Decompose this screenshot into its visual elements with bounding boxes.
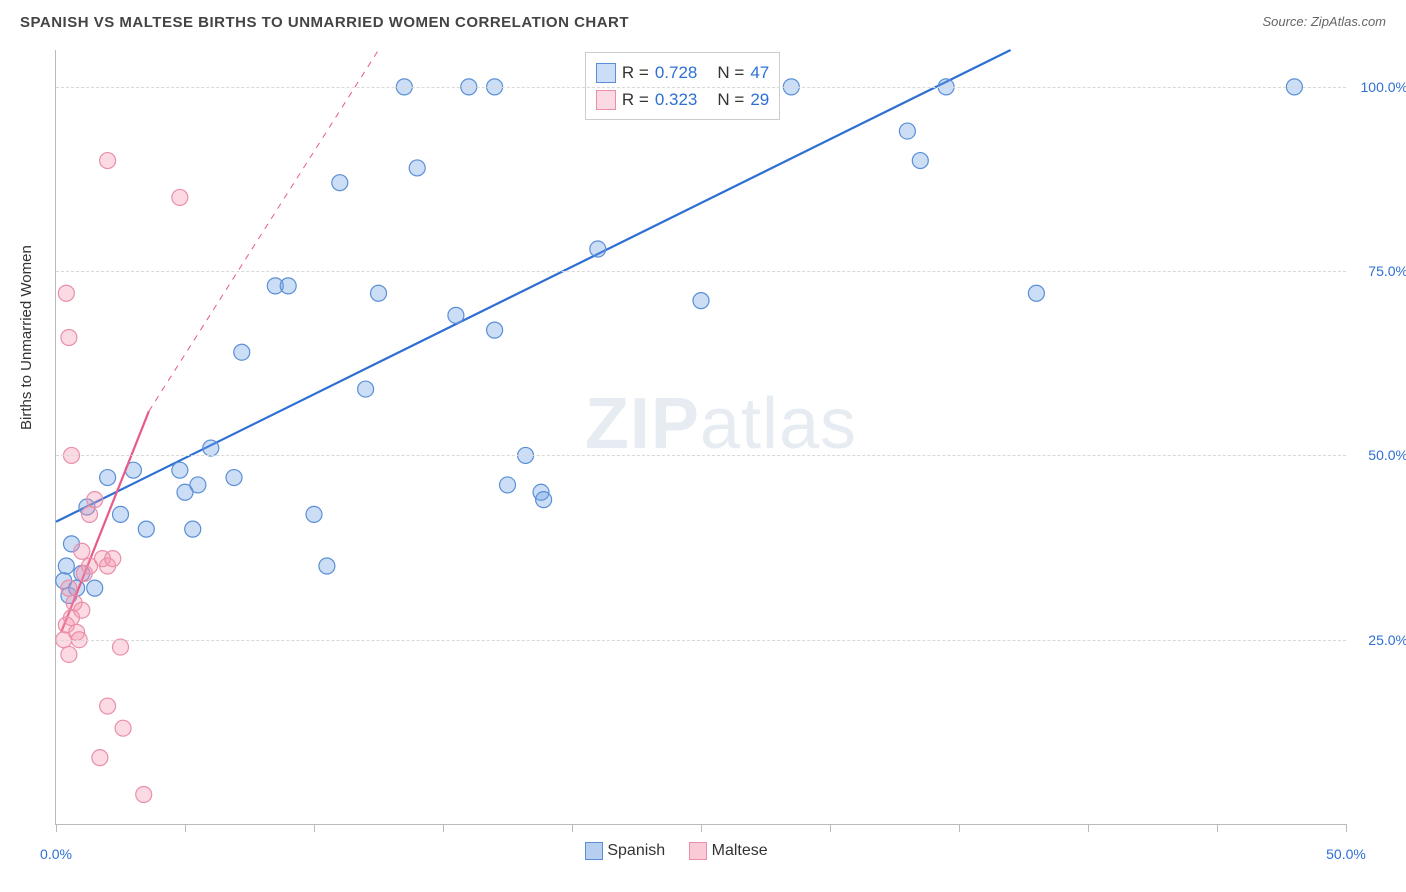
data-point xyxy=(61,329,77,345)
data-point xyxy=(100,698,116,714)
chart-svg xyxy=(56,50,1346,824)
data-point xyxy=(92,750,108,766)
stat-r-value: 0.323 xyxy=(655,86,698,113)
data-point xyxy=(1028,285,1044,301)
legend-label: Spanish xyxy=(607,842,665,859)
data-point xyxy=(358,381,374,397)
stat-n-label: N = xyxy=(717,86,744,113)
stat-r-label: R = xyxy=(622,59,649,86)
data-point xyxy=(82,506,98,522)
data-point xyxy=(190,477,206,493)
data-point xyxy=(100,153,116,169)
stat-r-value: 0.728 xyxy=(655,59,698,86)
data-point xyxy=(203,440,219,456)
data-point xyxy=(234,344,250,360)
data-point xyxy=(61,646,77,662)
data-point xyxy=(319,558,335,574)
data-point xyxy=(74,602,90,618)
chart-title: SPANISH VS MALTESE BIRTHS TO UNMARRIED W… xyxy=(20,14,629,31)
legend-swatch xyxy=(596,90,616,110)
y-tick-label: 50.0% xyxy=(1353,447,1406,463)
x-tick xyxy=(1346,824,1347,832)
data-point xyxy=(136,787,152,803)
data-point xyxy=(87,492,103,508)
data-point xyxy=(87,580,103,596)
x-tick xyxy=(572,824,573,832)
legend-item: Maltese xyxy=(689,842,767,860)
data-point xyxy=(500,477,516,493)
data-point xyxy=(115,720,131,736)
data-point xyxy=(226,470,242,486)
x-tick xyxy=(701,824,702,832)
x-tick-label: 0.0% xyxy=(40,846,72,862)
data-point xyxy=(306,506,322,522)
data-point xyxy=(58,558,74,574)
chart-header: SPANISH VS MALTESE BIRTHS TO UNMARRIED W… xyxy=(20,14,1386,38)
stat-r-label: R = xyxy=(622,86,649,113)
gridline xyxy=(56,640,1346,641)
trend-line xyxy=(56,50,1011,522)
y-axis-label: Births to Unmarried Women xyxy=(18,245,35,430)
y-tick-label: 75.0% xyxy=(1353,263,1406,279)
x-tick xyxy=(185,824,186,832)
x-tick xyxy=(1088,824,1089,832)
data-point xyxy=(105,551,121,567)
y-tick-label: 100.0% xyxy=(1353,79,1406,95)
data-point xyxy=(409,160,425,176)
data-point xyxy=(448,307,464,323)
gridline xyxy=(56,271,1346,272)
legend-item: Spanish xyxy=(585,842,665,860)
data-point xyxy=(113,506,129,522)
data-point xyxy=(280,278,296,294)
stat-n-value: 47 xyxy=(750,59,769,86)
legend-label: Maltese xyxy=(712,842,768,859)
data-point xyxy=(536,492,552,508)
data-point xyxy=(61,580,77,596)
x-tick xyxy=(1217,824,1218,832)
y-tick-label: 25.0% xyxy=(1353,632,1406,648)
source-label: Source: ZipAtlas.com xyxy=(1262,14,1386,29)
x-tick-label: 50.0% xyxy=(1326,846,1366,862)
data-point xyxy=(100,470,116,486)
data-point xyxy=(371,285,387,301)
gridline xyxy=(56,87,1346,88)
gridline xyxy=(56,455,1346,456)
data-point xyxy=(172,189,188,205)
legend-swatch xyxy=(596,63,616,83)
legend-stat-row: R = 0.728 N = 47 xyxy=(596,59,769,86)
x-tick xyxy=(56,824,57,832)
x-tick xyxy=(443,824,444,832)
data-point xyxy=(487,322,503,338)
data-point xyxy=(138,521,154,537)
legend-swatch xyxy=(585,842,603,860)
data-point xyxy=(185,521,201,537)
x-tick xyxy=(314,824,315,832)
data-point xyxy=(899,123,915,139)
data-point xyxy=(58,285,74,301)
plot-area: ZIPatlas R = 0.728N = 47R = 0.323N = 29 … xyxy=(55,50,1346,825)
data-point xyxy=(590,241,606,257)
data-point xyxy=(693,293,709,309)
x-tick xyxy=(959,824,960,832)
legend-swatch xyxy=(689,842,707,860)
stat-n-label: N = xyxy=(717,59,744,86)
trend-line xyxy=(149,50,379,411)
data-point xyxy=(172,462,188,478)
data-point xyxy=(74,543,90,559)
data-point xyxy=(332,175,348,191)
legend-stat-row: R = 0.323 N = 29 xyxy=(596,86,769,113)
series-legend: Spanish Maltese xyxy=(585,842,768,860)
x-tick xyxy=(830,824,831,832)
data-point xyxy=(113,639,129,655)
data-point xyxy=(912,153,928,169)
stat-n-value: 29 xyxy=(750,86,769,113)
